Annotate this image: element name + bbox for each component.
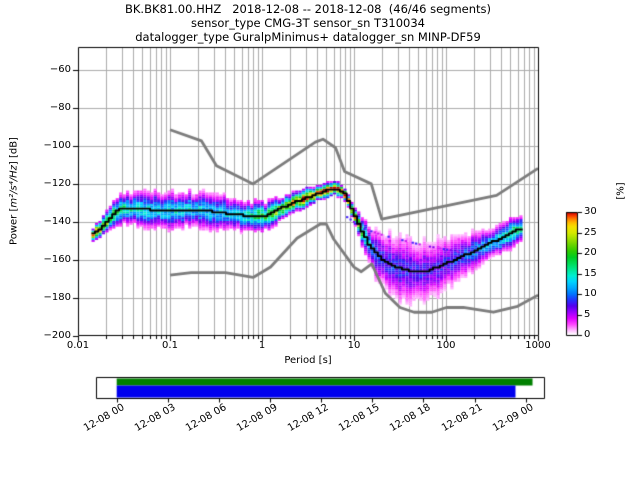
x-tick-label: 10 bbox=[347, 340, 361, 351]
x-tick-label: 0.1 bbox=[162, 340, 178, 351]
x-tick-label: 0.01 bbox=[66, 340, 90, 351]
colorbar-tick-label: 0 bbox=[584, 329, 591, 340]
y-tick-label: −180 bbox=[43, 291, 71, 303]
colorbar-label: [%] bbox=[615, 182, 627, 200]
y-tick-label: −160 bbox=[43, 253, 71, 265]
y-tick-label: −200 bbox=[43, 330, 71, 341]
y-tick-label: −100 bbox=[43, 139, 71, 151]
y-tick-label: −80 bbox=[49, 101, 71, 113]
x-axis-label: Period [s] bbox=[284, 355, 332, 366]
x-tick-label: 100 bbox=[436, 340, 456, 351]
colorbar-tick-label: 5 bbox=[584, 308, 591, 320]
colorbar-tick-label: 20 bbox=[584, 247, 597, 258]
title-line-2: sensor_type CMG-3T sensor_sn T310034 bbox=[191, 16, 425, 30]
colorbar-tick-label: 25 bbox=[584, 226, 597, 238]
title-line-1: BK.BK81.00.HHZ 2018-12-08 -- 2018-12-08 … bbox=[124, 2, 492, 16]
title-line-3: datalogger_type GuralpMinimus+ datalogge… bbox=[135, 30, 481, 44]
y-tick-label: −140 bbox=[43, 215, 71, 227]
colorbar-tick-label: 30 bbox=[584, 206, 597, 217]
y-axis-label: Power [m²/s⁴/Hz] [dB] bbox=[8, 137, 20, 245]
x-tick-label: 1 bbox=[258, 340, 266, 351]
x-tick-label: 1000 bbox=[525, 340, 551, 351]
colorbar-tick-label: 10 bbox=[584, 288, 597, 299]
y-tick-label: −60 bbox=[49, 63, 71, 75]
colorbar-tick-label: 15 bbox=[584, 267, 597, 279]
y-tick-label: −120 bbox=[43, 177, 71, 189]
